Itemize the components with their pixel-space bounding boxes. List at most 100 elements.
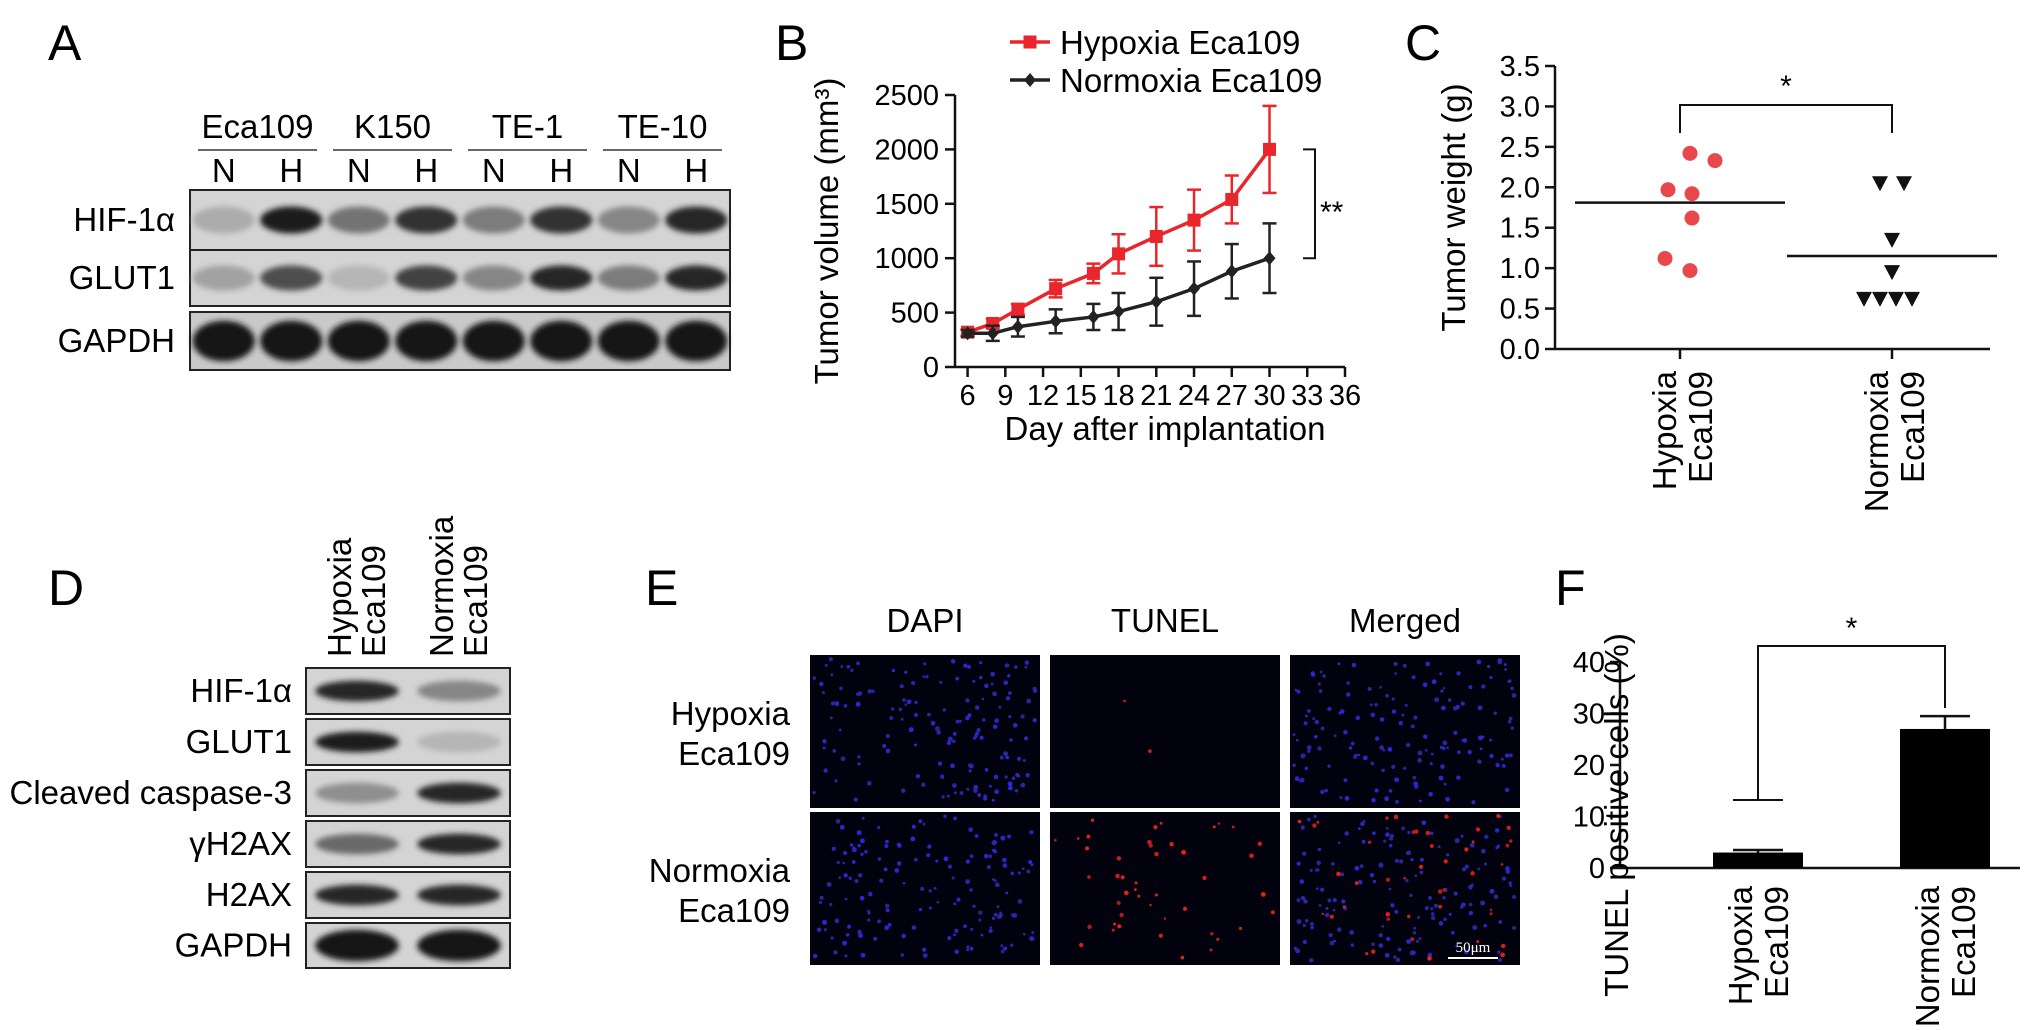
nucleus-dot: [1011, 776, 1016, 780]
nucleus-dot: [1487, 664, 1491, 669]
nucleus-dot: [839, 686, 843, 691]
nucleus-dot: [891, 707, 895, 711]
nucleus-dot: [1403, 766, 1407, 770]
nucleus-dot: [885, 908, 890, 913]
panel-b-label: B: [775, 15, 808, 71]
blot-band: [462, 320, 525, 362]
tunel-dot: [1180, 955, 1185, 960]
nucleus-dot: [986, 865, 991, 870]
x-category-label: Hypoxia: [1646, 370, 1683, 490]
nucleus-dot: [1343, 730, 1348, 735]
nucleus-dot: [831, 846, 836, 851]
nucleus-dot: [1004, 663, 1010, 668]
nucleus-dot: [1331, 862, 1335, 866]
nucleus-dot: [1309, 869, 1313, 872]
nucleus-dot: [876, 825, 881, 830]
nucleus-dot: [1415, 939, 1419, 943]
nucleus-dot: [845, 933, 850, 937]
tunel-dot: [1117, 924, 1122, 929]
bar: [1713, 852, 1803, 868]
nucleus-dot: [901, 933, 906, 939]
nucleus-dot: [976, 727, 981, 733]
nucleus-dot: [925, 675, 929, 679]
nucleus-dot: [999, 755, 1004, 760]
nucleus-dot: [1322, 674, 1326, 678]
nucleus-dot: [1427, 952, 1433, 958]
legend-label: Normoxia Eca109: [1060, 62, 1322, 99]
data-point: [1684, 186, 1700, 202]
nucleus-dot: [1443, 917, 1447, 922]
nucleus-dot: [965, 698, 970, 703]
nucleus-dot: [1378, 933, 1383, 938]
nucleus-dot: [1385, 826, 1389, 830]
blot-band: [315, 782, 399, 804]
blot-band: [597, 265, 660, 291]
nucleus-dot: [1484, 862, 1487, 866]
nucleus-dot: [846, 664, 851, 669]
nucleus-dot: [1304, 766, 1309, 771]
panel-c-label: C: [1405, 15, 1441, 71]
nucleus-dot: [935, 859, 939, 863]
nucleus-dot: [1509, 753, 1513, 758]
nucleus-dot: [1505, 869, 1511, 874]
nucleus-dot: [855, 701, 861, 707]
nucleus-dot: [1022, 758, 1026, 762]
nucleus-dot: [833, 950, 838, 955]
nucleus-dot: [858, 873, 863, 878]
nucleus-dot: [857, 843, 861, 848]
nucleus-dot: [1009, 738, 1013, 742]
nucleus-dot: [1489, 890, 1493, 894]
nucleus-dot: [1307, 749, 1311, 753]
nucleus-dot: [1420, 857, 1424, 862]
tunel-dot: [1475, 827, 1481, 832]
nucleus-dot: [843, 873, 848, 878]
nucleus-dot: [1317, 682, 1321, 686]
nucleus-dot: [1388, 887, 1392, 891]
tunel-dot: [1159, 821, 1163, 825]
nucleus-dot: [921, 782, 926, 787]
tunel-dot: [1079, 942, 1084, 948]
nucleus-dot: [950, 763, 955, 769]
nucleus-dot: [1385, 832, 1390, 837]
nucleus-dot: [1390, 903, 1395, 908]
tunel-dot: [1464, 847, 1469, 852]
nucleus-dot: [823, 768, 828, 773]
nucleus-dot: [947, 864, 953, 869]
nucleus-dot: [1304, 714, 1308, 718]
panel-d-label: D: [48, 560, 84, 616]
nucleus-dot: [1320, 789, 1325, 795]
tunel-dot: [1087, 875, 1091, 879]
tunel-dot: [1209, 948, 1213, 952]
nucleus-dot: [884, 925, 890, 931]
blot-row-label: GAPDH: [175, 927, 292, 964]
nucleus-dot: [1379, 686, 1382, 689]
nucleus-dot: [1295, 738, 1299, 742]
nucleus-dot: [1440, 764, 1445, 769]
nucleus-dot: [1008, 715, 1012, 719]
nucleus-dot: [885, 903, 890, 909]
nucleus-dot: [1395, 957, 1401, 963]
image-column-label: DAPI: [886, 602, 963, 639]
nucleus-dot: [1007, 834, 1011, 839]
microscopy-image: [1050, 655, 1280, 808]
nucleus-dot: [834, 779, 838, 783]
nucleus-dot: [868, 891, 873, 897]
nucleus-dot: [899, 684, 904, 689]
nucleus-dot: [939, 680, 943, 684]
nucleus-dot: [816, 927, 822, 932]
nucleus-dot: [1511, 693, 1517, 698]
blot-row-label: γH2AX: [189, 825, 292, 862]
blot-row-label: GLUT1: [186, 723, 292, 760]
nucleus-dot: [928, 906, 932, 910]
blot-band: [597, 320, 660, 362]
nucleus-dot: [906, 699, 912, 705]
image-row-label: Normoxia: [649, 852, 791, 889]
nucleus-dot: [900, 718, 904, 721]
nucleus-dot: [857, 755, 861, 759]
nucleus-dot: [1310, 671, 1315, 675]
data-point: [1049, 282, 1063, 296]
nucleus-dot: [1439, 745, 1444, 750]
nucleus-dot: [1414, 874, 1418, 878]
nucleus-dot: [1468, 885, 1473, 890]
